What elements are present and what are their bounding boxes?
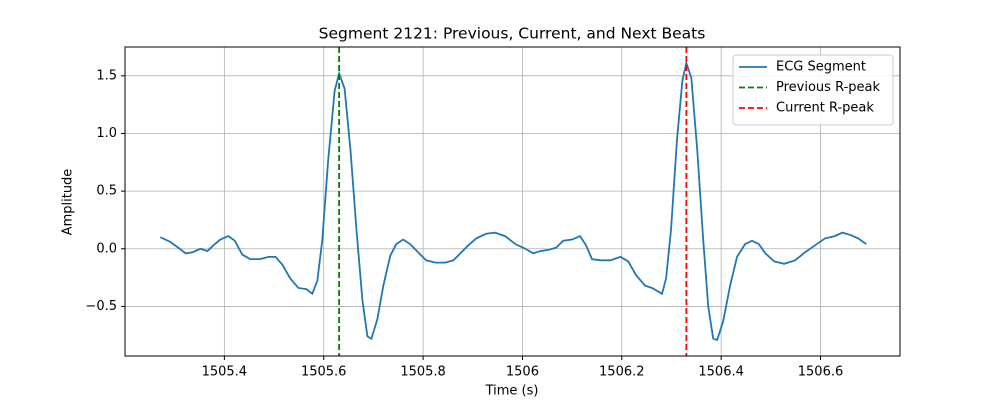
data-line bbox=[159, 59, 867, 341]
y-tick-label: 0.5 bbox=[96, 184, 117, 199]
y-tick-label: 1.0 bbox=[96, 126, 117, 141]
x-tick-label: 1505.8 bbox=[400, 365, 446, 380]
x-tick-label: 1505.4 bbox=[202, 365, 248, 380]
y-tick-label: 1.5 bbox=[96, 68, 117, 83]
plot-frame bbox=[124, 46, 901, 357]
x-tick-label: 1506.2 bbox=[599, 365, 645, 380]
legend-label: Current R-peak bbox=[776, 101, 874, 116]
y-tick-label: −0.5 bbox=[85, 299, 117, 314]
chart-title: Segment 2121: Previous, Current, and Nex… bbox=[319, 25, 706, 43]
x-axis-label: Time (s) bbox=[485, 384, 539, 399]
x-tick-label: 1505.6 bbox=[301, 365, 347, 380]
y-tick-label: 0.0 bbox=[96, 241, 117, 256]
x-tick-label: 1506.6 bbox=[798, 365, 844, 380]
x-tick-label: 1506.4 bbox=[698, 365, 744, 380]
legend-label: Previous R-peak bbox=[776, 80, 880, 95]
legend-box bbox=[732, 54, 894, 126]
x-tick-label: 1506 bbox=[506, 365, 539, 380]
y-axis-label: Amplitude bbox=[61, 169, 76, 236]
legend-label: ECG Segment bbox=[776, 60, 866, 75]
